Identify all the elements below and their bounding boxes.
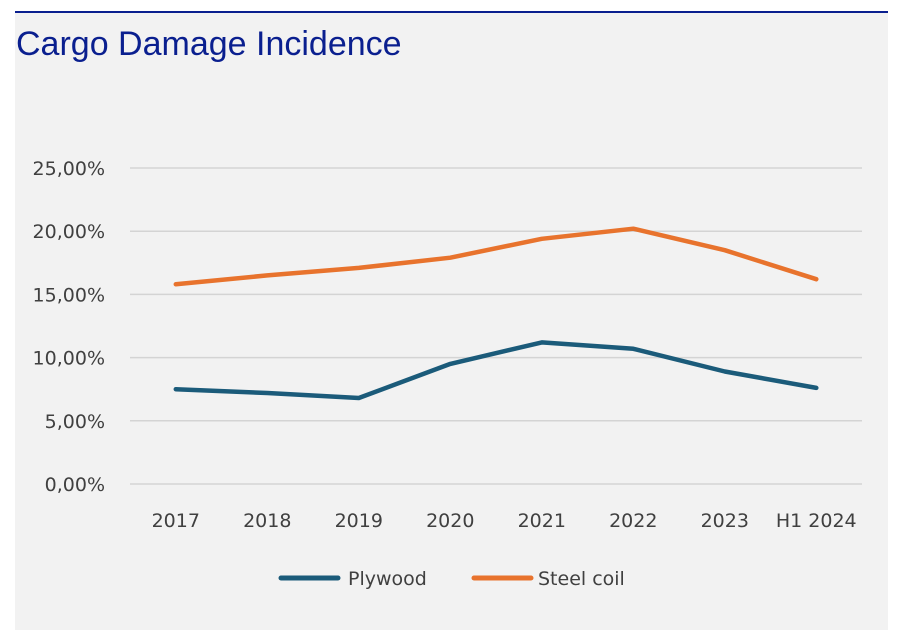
top-rule: [15, 11, 888, 13]
gridlines: [130, 167, 862, 485]
y-tick-label: 10,00%: [33, 348, 105, 370]
legend-label: Plywood: [348, 568, 427, 590]
y-tick-label: 5,00%: [45, 411, 105, 433]
y-tick-label: 25,00%: [33, 158, 105, 180]
series-line-plywood: [173, 340, 819, 401]
x-tick-label: 2022: [609, 510, 657, 532]
x-tick-label: 2021: [518, 510, 566, 532]
x-tick-label: 2018: [243, 510, 291, 532]
y-tick-label: 20,00%: [33, 221, 105, 243]
chart-title: Cargo Damage Incidence: [16, 25, 402, 63]
x-tick-label: 2023: [701, 510, 749, 532]
x-axis-ticks: 2017 2018 2019 2020 2021 2022 2023 H1 2024: [152, 510, 857, 532]
y-axis-ticks: 0,00% 5,00% 10,00% 15,00% 20,00% 25,00%: [33, 158, 105, 496]
x-tick-label: 2019: [335, 510, 383, 532]
y-tick-label: 0,00%: [45, 474, 105, 496]
x-tick-label: H1 2024: [776, 510, 857, 532]
chart-panel: [15, 13, 888, 630]
legend: Plywood Steel coil: [278, 568, 625, 590]
x-tick-label: 2017: [152, 510, 200, 532]
legend-label: Steel coil: [538, 568, 625, 590]
x-tick-label: 2020: [426, 510, 474, 532]
series-line-steel-coil: [173, 226, 819, 287]
series-lines: [173, 226, 819, 401]
y-tick-label: 15,00%: [33, 284, 105, 306]
